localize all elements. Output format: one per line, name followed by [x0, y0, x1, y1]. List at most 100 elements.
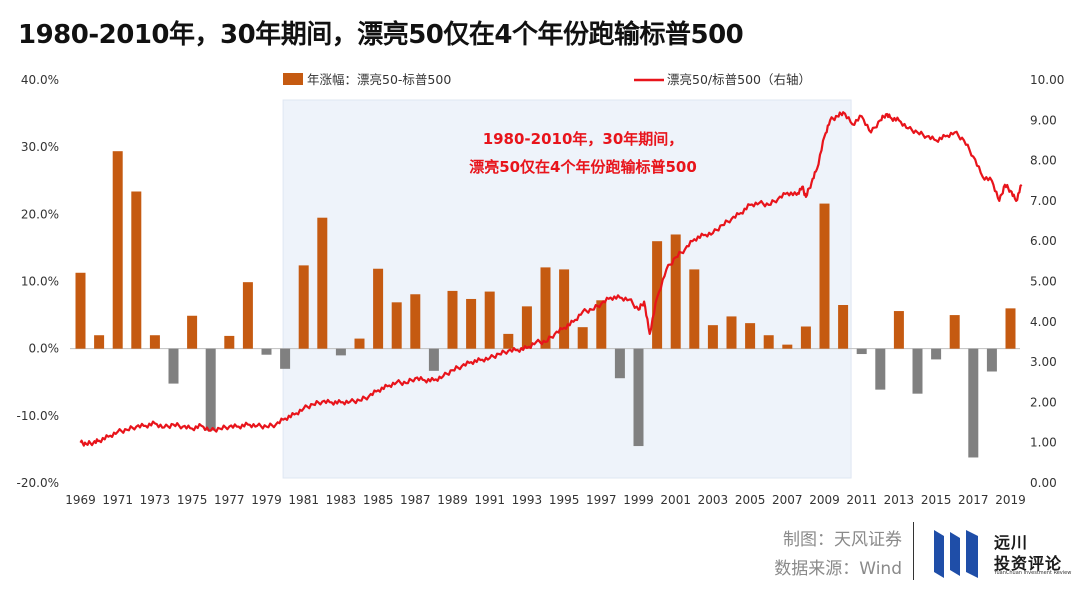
- logo-name-line2: 投资评论: [994, 554, 1063, 573]
- bar: [298, 265, 309, 349]
- x-tick-label: 1981: [288, 493, 319, 507]
- bar: [503, 333, 514, 349]
- chart-title: 1980-2010年，30年期间，漂亮50仅在4个年份跑输标普500: [18, 20, 744, 50]
- bar: [410, 294, 421, 349]
- y-right-tick-label: 1.00: [1030, 436, 1057, 450]
- bar: [187, 315, 198, 349]
- ratio-line: [79, 111, 1023, 447]
- y-right-tick-label: 5.00: [1030, 275, 1057, 289]
- y-right-tick-label: 6.00: [1030, 234, 1057, 248]
- bar: [875, 348, 886, 390]
- legend-label-bar: 年涨幅：漂亮50-标普500: [307, 72, 451, 87]
- logo: 远川 投资评论 YuanChuan Investment Review: [928, 526, 1078, 582]
- logo-english: YuanChuan Investment Review: [994, 570, 1072, 576]
- x-tick-label: 1975: [177, 493, 208, 507]
- bar: [856, 348, 867, 355]
- x-tick-label: 2017: [958, 493, 989, 507]
- bar: [633, 348, 644, 447]
- y-right-tick-label: 9.00: [1030, 113, 1057, 127]
- bar: [912, 348, 923, 394]
- y-left-tick-label: 10.0%: [21, 275, 59, 289]
- bar: [949, 315, 960, 349]
- x-tick-label: 1969: [65, 493, 96, 507]
- x-tick-label: 2005: [735, 493, 766, 507]
- footer: 制图：天风证券 数据来源：Wind: [762, 526, 902, 584]
- bar: [168, 348, 179, 384]
- bar: [540, 267, 551, 349]
- bar: [224, 335, 235, 349]
- x-tick-label: 1999: [623, 493, 654, 507]
- bar: [763, 335, 774, 349]
- bar: [838, 305, 849, 349]
- x-tick-label: 1985: [363, 493, 394, 507]
- y-left-tick-label: 20.0%: [21, 207, 59, 221]
- bar: [280, 348, 291, 369]
- x-tick-label: 1993: [512, 493, 543, 507]
- x-tick-label: 1971: [102, 493, 133, 507]
- x-tick-label: 1977: [214, 493, 245, 507]
- legend-swatch-bar: [283, 73, 303, 85]
- bar: [1005, 308, 1016, 349]
- x-tick-label: 2015: [921, 493, 952, 507]
- bar: [149, 335, 160, 349]
- y-left-tick-label: 0.0%: [29, 342, 60, 356]
- y-right-tick-label: 0.00: [1030, 476, 1057, 490]
- logo-mark: [934, 530, 978, 578]
- x-tick-label: 2011: [846, 493, 877, 507]
- x-tick-label: 1987: [400, 493, 431, 507]
- bar: [986, 348, 997, 372]
- bar: [819, 203, 830, 349]
- y-left-tick-label: -10.0%: [17, 409, 59, 423]
- bar: [893, 311, 904, 349]
- x-tick-label: 1979: [251, 493, 282, 507]
- x-tick-label: 1973: [140, 493, 171, 507]
- y-right-tick-label: 3.00: [1030, 355, 1057, 369]
- bar: [335, 348, 346, 356]
- chart: 40.0% 30.0% 20.0% 10.0% 0.0% -10.0% -20.0% 10.0…: [17, 72, 1065, 507]
- x-tick-label: 2003: [698, 493, 729, 507]
- annotation-line-2: 漂亮50仅在4个年份跑输标普500: [469, 158, 697, 176]
- bar: [931, 348, 942, 360]
- bar: [317, 217, 328, 349]
- bar: [354, 338, 365, 349]
- bar: [205, 348, 216, 431]
- bar: [782, 344, 793, 349]
- y-left-tick-label: -20.0%: [17, 476, 59, 490]
- bar: [75, 272, 86, 349]
- bar: [242, 282, 253, 349]
- legend-label-line: 漂亮50/标普500（右轴）: [667, 72, 811, 87]
- footer-source: 数据来源：Wind: [774, 559, 902, 579]
- bar: [131, 191, 142, 349]
- bar: [745, 323, 756, 349]
- bar: [112, 151, 123, 349]
- y-right-tick-label: 2.00: [1030, 395, 1057, 409]
- bar: [484, 291, 495, 349]
- logo-name-line1: 远川: [994, 533, 1029, 552]
- bar: [596, 300, 607, 349]
- y-left-tick-label: 40.0%: [21, 73, 59, 87]
- bar: [373, 268, 384, 349]
- x-tick-label: 2007: [772, 493, 803, 507]
- bar: [447, 290, 458, 349]
- bar: [94, 335, 105, 349]
- footer-divider: [913, 522, 914, 580]
- bar: [614, 348, 625, 379]
- x-tick-label: 1989: [437, 493, 468, 507]
- annotation-line-1: 1980-2010年，30年期间，: [483, 130, 684, 148]
- bar: [559, 269, 570, 349]
- bar: [577, 327, 588, 349]
- bar: [800, 326, 811, 349]
- bar: [968, 348, 979, 458]
- x-tick-label: 1995: [549, 493, 580, 507]
- y-left-tick-label: 30.0%: [21, 140, 59, 154]
- footer-maker: 制图：天风证券: [783, 530, 902, 550]
- y-right-tick-label: 7.00: [1030, 194, 1057, 208]
- bar: [521, 306, 532, 349]
- x-tick-label: 2009: [809, 493, 840, 507]
- x-tick-label: 1983: [326, 493, 357, 507]
- bar: [466, 298, 477, 349]
- y-right-tick-label: 4.00: [1030, 315, 1057, 329]
- bar: [726, 316, 737, 349]
- x-tick-label: 1991: [474, 493, 505, 507]
- x-tick-label: 2019: [995, 493, 1026, 507]
